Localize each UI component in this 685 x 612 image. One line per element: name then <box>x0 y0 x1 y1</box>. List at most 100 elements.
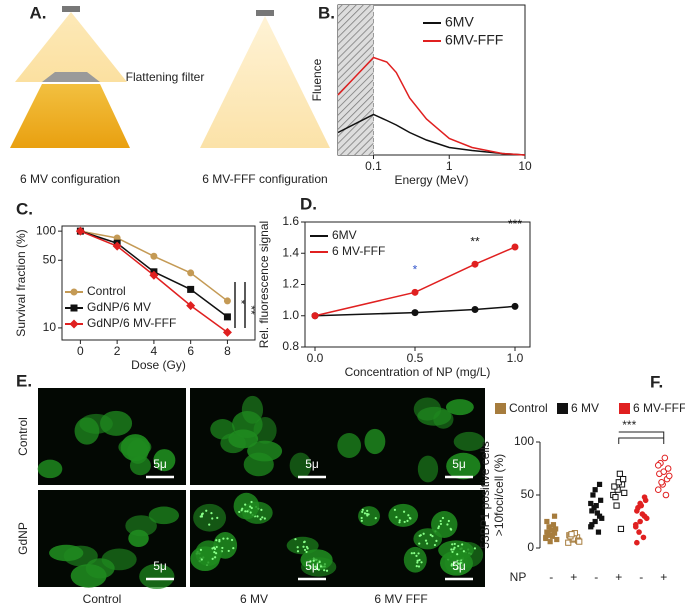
focus <box>215 539 218 542</box>
nucleus <box>358 506 380 527</box>
significance: * <box>413 262 418 276</box>
focus <box>360 519 363 522</box>
focus <box>314 565 317 568</box>
focus <box>218 538 221 542</box>
panel-label: E. <box>16 371 32 390</box>
nucleus <box>129 455 151 476</box>
focus <box>393 508 397 511</box>
data-point <box>511 302 519 310</box>
focus <box>315 567 318 570</box>
focus <box>244 503 247 506</box>
nucleus <box>193 503 227 532</box>
data-point <box>591 505 597 511</box>
y-tick-label: 50 <box>521 487 535 501</box>
focus <box>294 538 297 541</box>
row-label: Control <box>16 417 30 456</box>
legend-label: GdNP/6 MV-FFF <box>87 316 176 330</box>
focus <box>451 543 454 546</box>
series-line <box>314 305 516 317</box>
scale-label: 5μ <box>452 559 466 573</box>
focus <box>216 516 219 519</box>
focus <box>417 552 420 555</box>
data-point <box>187 285 195 293</box>
focus <box>431 535 434 538</box>
focus <box>241 507 244 510</box>
nucleus <box>403 546 427 573</box>
focus <box>259 518 262 521</box>
focus <box>462 550 465 553</box>
y-tick-label: 1.0 <box>282 308 299 322</box>
focus <box>213 547 217 550</box>
focus <box>459 561 462 564</box>
legend-label: Control <box>87 284 126 298</box>
focus <box>232 547 235 550</box>
data-point <box>511 243 519 251</box>
focus <box>227 549 230 553</box>
legend-marker <box>70 288 78 296</box>
x-tick-label: + <box>570 570 577 584</box>
focus <box>296 550 300 553</box>
scale-label: 5μ <box>305 559 319 573</box>
y-tick-label: 100 <box>514 434 534 448</box>
data-point <box>637 500 643 507</box>
focus <box>323 569 326 572</box>
focus <box>406 519 409 522</box>
focus <box>238 510 241 514</box>
focus <box>246 510 249 513</box>
data-point <box>654 462 662 469</box>
nucleus <box>101 548 137 571</box>
focus <box>415 554 418 557</box>
focus <box>418 558 421 562</box>
focus <box>208 523 211 526</box>
focus <box>244 510 247 513</box>
focus <box>305 550 308 554</box>
legend-marker <box>69 319 79 329</box>
nucleus <box>74 417 100 445</box>
data-point <box>544 518 550 525</box>
data-point <box>311 312 319 320</box>
focus <box>437 526 440 530</box>
data-point <box>553 526 559 532</box>
focus <box>420 561 423 564</box>
x-tick-label: + <box>615 570 622 584</box>
focus <box>446 523 449 526</box>
x-tick-label: 0.0 <box>307 351 324 365</box>
significance: ** <box>470 234 480 248</box>
focus <box>305 545 308 549</box>
panel-label: D. <box>300 194 317 213</box>
data-point <box>549 533 555 539</box>
nucleus <box>364 428 386 455</box>
filter-label: Flattening filter <box>126 70 205 84</box>
data-point <box>551 530 558 536</box>
focus <box>439 519 442 523</box>
data-point <box>665 472 673 480</box>
legend-swatch <box>557 403 568 414</box>
legend-swatch <box>619 403 630 414</box>
data-point <box>554 536 560 543</box>
data-point <box>643 515 650 522</box>
focus <box>211 557 214 560</box>
nucleus <box>417 406 452 426</box>
nucleus <box>438 540 474 561</box>
focus <box>318 560 321 564</box>
focus <box>425 542 429 545</box>
data-point <box>471 306 479 313</box>
significance-bracket <box>618 431 665 444</box>
data-point <box>589 522 595 528</box>
focus <box>413 552 416 555</box>
focus <box>256 515 259 518</box>
focus <box>249 511 252 514</box>
focus <box>473 547 477 550</box>
focus <box>461 543 464 546</box>
panel-label: F. <box>650 372 663 391</box>
x-tick-label: - <box>639 570 643 584</box>
focus <box>374 516 377 520</box>
focus <box>250 506 253 510</box>
focus <box>260 508 263 511</box>
legend-label: 6 MV-FFF <box>633 401 685 415</box>
focus <box>263 517 266 520</box>
legend-label: 6 MV <box>571 401 599 415</box>
scale-label: 5μ <box>305 457 319 471</box>
focus <box>403 520 406 524</box>
nucleus <box>233 492 260 520</box>
